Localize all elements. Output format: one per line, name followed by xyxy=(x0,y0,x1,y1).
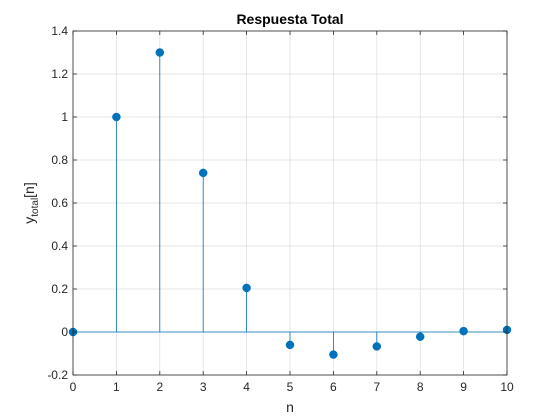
stem-marker xyxy=(460,327,468,335)
chart-title: Respuesta Total xyxy=(236,11,343,27)
y-tick-label: 1.4 xyxy=(51,24,68,38)
x-axis-title: n xyxy=(286,399,294,415)
y-tick-label: 1.2 xyxy=(51,67,68,81)
stem-marker xyxy=(156,49,164,57)
y-tick-label: -0.2 xyxy=(47,368,68,382)
stem-marker xyxy=(416,333,424,341)
x-tick-label: 9 xyxy=(460,380,467,394)
x-tick-labels: 0 1 2 3 4 5 6 7 8 9 10 xyxy=(70,380,514,394)
x-tick-label: 4 xyxy=(243,380,250,394)
y-tick-label: 1 xyxy=(61,110,68,124)
y-tick-labels: -0.2 0 0.2 0.4 0.6 0.8 1 1.2 1.4 xyxy=(47,24,68,382)
x-tick-label: 8 xyxy=(417,380,424,394)
stem-marker xyxy=(243,284,251,292)
y-tick-label: 0 xyxy=(61,325,68,339)
y-axis-title-suffix: [n] xyxy=(21,182,37,198)
x-tick-label: 6 xyxy=(330,380,337,394)
x-tick-label: 2 xyxy=(156,380,163,394)
y-axis-title: ytotal[n] xyxy=(21,182,41,223)
x-tick-label: 0 xyxy=(70,380,77,394)
stem-marker xyxy=(329,351,337,359)
y-axis-title-subscript: total xyxy=(30,198,41,217)
x-tick-label: 7 xyxy=(373,380,380,394)
x-tick-label: 1 xyxy=(113,380,120,394)
x-tick-label: 10 xyxy=(500,380,514,394)
x-tick-label: 5 xyxy=(287,380,294,394)
stem-marker xyxy=(199,169,207,177)
y-axis-title-main: y xyxy=(21,217,37,224)
y-tick-label: 0.8 xyxy=(51,153,68,167)
x-tick-label: 3 xyxy=(200,380,207,394)
stem-marker xyxy=(286,341,294,349)
y-tick-label: 0.4 xyxy=(51,239,68,253)
y-tick-label: 0.6 xyxy=(51,196,68,210)
stem-marker xyxy=(112,113,120,121)
y-tick-label: 0.2 xyxy=(51,282,68,296)
stem-marker xyxy=(373,342,381,350)
